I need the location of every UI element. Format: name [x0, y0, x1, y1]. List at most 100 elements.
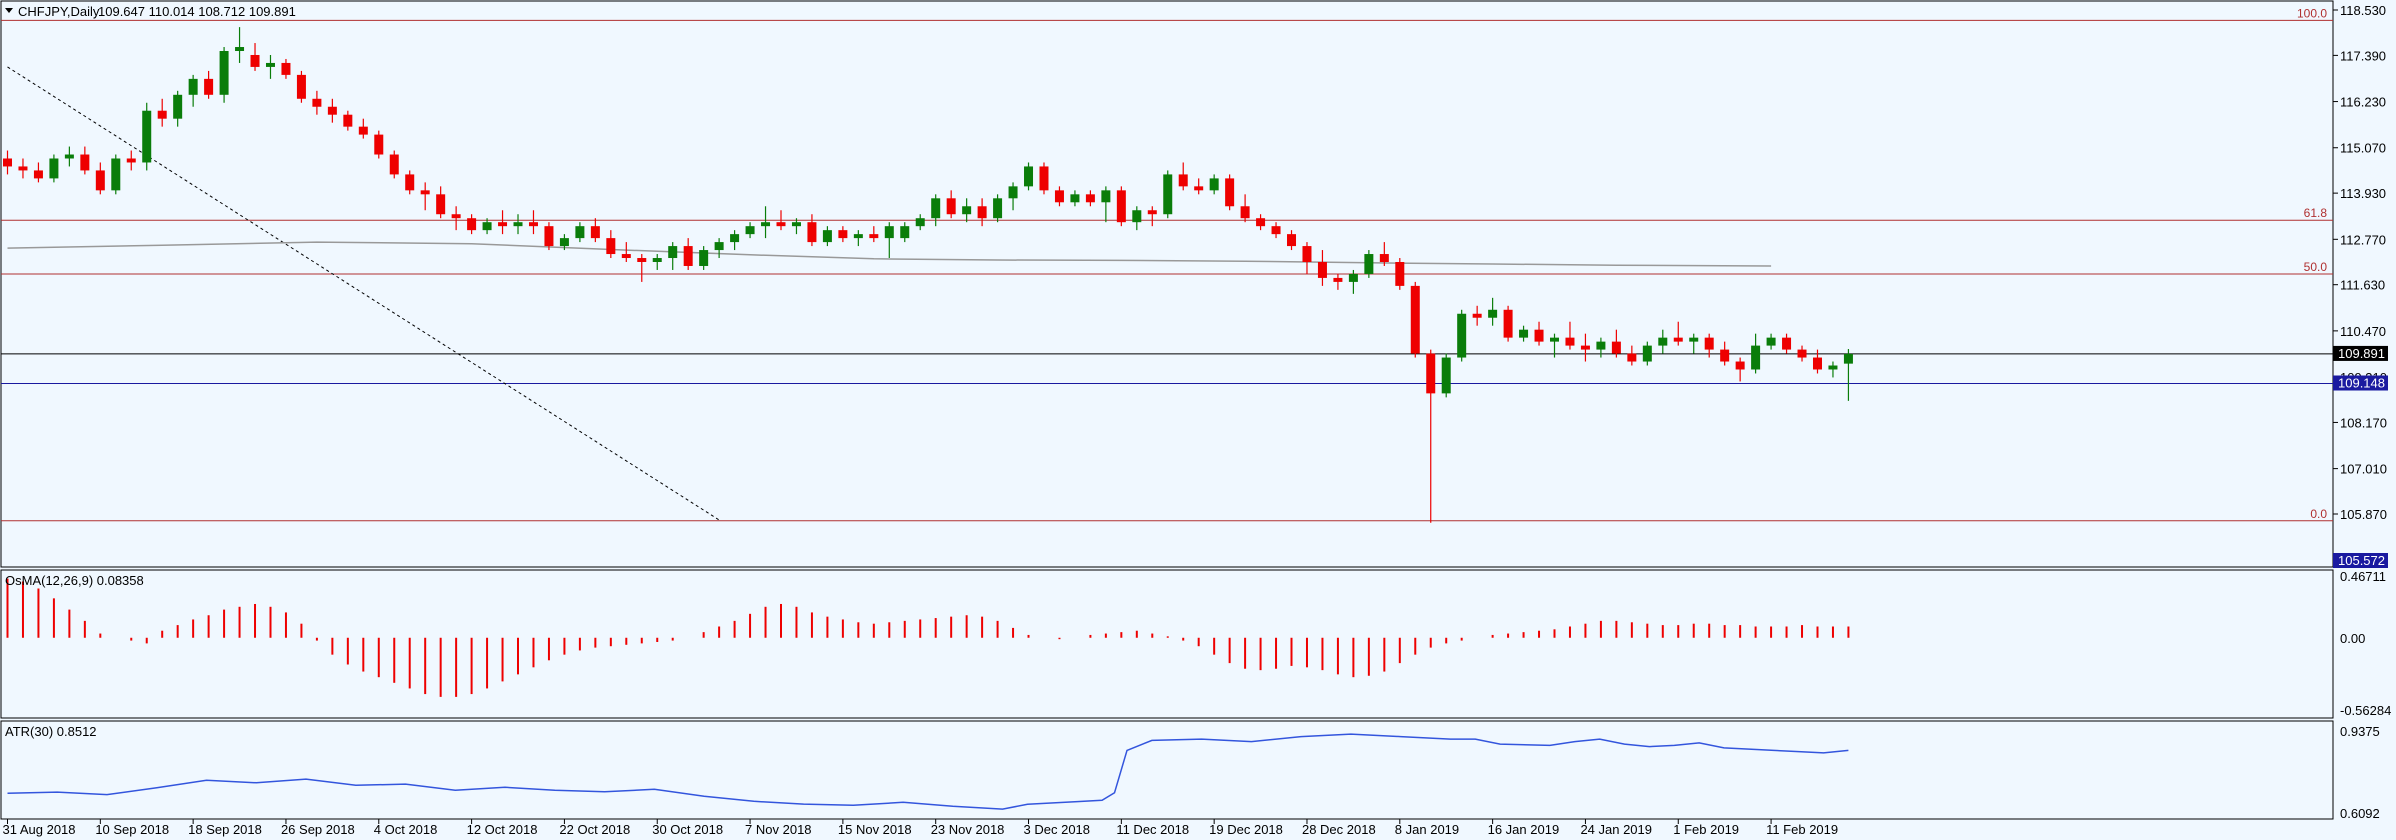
candle[interactable] [637, 254, 647, 282]
candle[interactable] [467, 214, 477, 235]
candle[interactable] [1797, 345, 1807, 362]
candle[interactable] [157, 98, 167, 127]
candle[interactable] [1271, 222, 1281, 239]
candle[interactable] [1379, 242, 1389, 266]
candle[interactable] [1333, 273, 1343, 290]
candle[interactable] [1812, 349, 1822, 374]
candle[interactable] [1194, 178, 1204, 195]
osma-pane[interactable] [6, 578, 1850, 697]
candle[interactable] [559, 234, 569, 251]
candle[interactable] [575, 222, 585, 243]
candle[interactable] [1163, 170, 1173, 219]
candle[interactable] [420, 182, 430, 211]
candle[interactable] [1751, 333, 1761, 374]
candle[interactable] [1132, 206, 1142, 231]
candle[interactable] [513, 214, 523, 235]
candle[interactable] [1054, 186, 1064, 207]
candle[interactable] [1364, 250, 1374, 278]
candle[interactable] [1519, 325, 1529, 342]
candle[interactable] [405, 170, 415, 195]
candle[interactable] [900, 222, 910, 243]
candle[interactable] [451, 206, 461, 231]
candle[interactable] [1627, 345, 1637, 366]
candle[interactable] [281, 58, 291, 79]
candle[interactable] [358, 118, 368, 139]
candle[interactable] [1070, 190, 1080, 207]
candle[interactable] [884, 222, 894, 259]
candle[interactable] [1024, 162, 1034, 191]
candle[interactable] [219, 47, 229, 103]
price-pane[interactable]: 100.0 61.8 50.0 0.0 [1, 6, 2333, 523]
candle[interactable] [126, 150, 136, 171]
candle[interactable] [1457, 309, 1467, 362]
candle[interactable] [1209, 174, 1219, 195]
candle[interactable] [1039, 162, 1049, 195]
candle[interactable] [64, 146, 74, 167]
candle[interactable] [436, 186, 446, 219]
candle[interactable] [327, 98, 337, 123]
candle[interactable] [869, 226, 879, 243]
candle[interactable] [265, 54, 275, 79]
candle[interactable] [1178, 162, 1188, 191]
candle[interactable] [606, 230, 616, 259]
candle[interactable] [652, 254, 662, 270]
candle[interactable] [1348, 269, 1358, 294]
chevron-down-icon[interactable] [5, 8, 13, 13]
candle[interactable] [838, 226, 848, 243]
candle[interactable] [374, 130, 384, 159]
candle[interactable] [730, 230, 740, 251]
candle[interactable] [699, 246, 709, 270]
candle[interactable] [1472, 305, 1482, 326]
candle[interactable] [1828, 361, 1838, 378]
candle[interactable] [250, 43, 260, 71]
candle[interactable] [1302, 242, 1312, 274]
candle[interactable] [1704, 333, 1714, 358]
candle[interactable] [1410, 281, 1420, 358]
candle[interactable] [1673, 321, 1683, 346]
candle[interactable] [1565, 321, 1575, 350]
candle[interactable] [1116, 186, 1126, 227]
candle[interactable] [1642, 341, 1652, 366]
candle[interactable] [33, 162, 43, 183]
candle[interactable] [946, 190, 956, 219]
candle[interactable] [1735, 357, 1745, 382]
candle[interactable] [977, 198, 987, 227]
candle[interactable] [95, 162, 105, 195]
candle[interactable] [49, 154, 59, 183]
candle[interactable] [590, 218, 600, 243]
candle[interactable] [1689, 333, 1699, 354]
candle[interactable] [312, 90, 322, 115]
candle[interactable] [498, 210, 508, 235]
candle[interactable] [1782, 333, 1792, 354]
candle[interactable] [173, 90, 183, 127]
candle[interactable] [1085, 190, 1095, 207]
candle[interactable] [544, 222, 554, 251]
candle[interactable] [1720, 341, 1730, 366]
candle[interactable] [791, 218, 801, 235]
trendline[interactable] [7, 66, 720, 521]
candle[interactable] [668, 242, 678, 270]
candle[interactable] [1240, 194, 1250, 223]
candle[interactable] [807, 214, 817, 247]
candle[interactable] [1843, 349, 1853, 401]
candle[interactable] [80, 146, 90, 175]
candle[interactable] [853, 230, 863, 247]
candle[interactable] [389, 150, 399, 179]
candle[interactable] [1147, 206, 1157, 227]
candle[interactable] [111, 154, 121, 195]
candle[interactable] [761, 206, 771, 239]
candle[interactable] [343, 110, 353, 131]
atr-pane[interactable] [7, 733, 1849, 810]
candle[interactable] [3, 150, 12, 175]
candle[interactable] [776, 210, 786, 231]
candle[interactable] [962, 198, 972, 223]
candle[interactable] [1426, 349, 1436, 523]
candle[interactable] [714, 238, 724, 259]
candle[interactable] [1658, 329, 1668, 354]
candle[interactable] [1441, 353, 1451, 398]
candle[interactable] [621, 242, 631, 262]
candle[interactable] [1287, 230, 1297, 251]
candle[interactable] [1395, 258, 1405, 290]
